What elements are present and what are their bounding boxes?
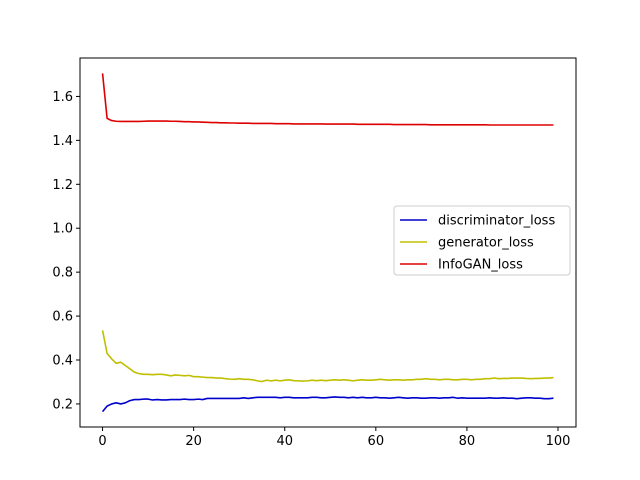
y-tick-label: 0.6 xyxy=(52,310,73,325)
x-tick-label: 40 xyxy=(276,434,293,449)
series-line-generator-loss xyxy=(101,330,554,383)
plot-frame xyxy=(79,57,577,428)
y-tick-label: 1.6 xyxy=(52,90,73,105)
x-tick-label: 100 xyxy=(546,434,571,449)
legend-label-discriminator-loss: discriminator_loss xyxy=(438,214,555,229)
x-tick-label: 0 xyxy=(98,434,106,449)
legend-label-generator-loss: generator_loss xyxy=(438,236,534,251)
y-axis: 0.2 0.4 0.6 0.8 1.0 1.2 1.4 1.6 xyxy=(52,90,80,412)
x-tick-label: 80 xyxy=(459,434,476,449)
legend: discriminator_loss generator_loss InfoGAN_… xyxy=(393,205,571,276)
x-axis: 0 20 40 60 80 100 xyxy=(98,427,570,449)
y-tick-label: 0.2 xyxy=(52,397,73,412)
x-tick-label: 60 xyxy=(368,434,385,449)
legend-box xyxy=(393,205,571,276)
series-layer xyxy=(101,73,554,413)
y-tick-label: 0.4 xyxy=(52,354,73,369)
x-tick-label: 20 xyxy=(185,434,202,449)
legend-label-InfoGAN-loss: InfoGAN_loss xyxy=(438,258,523,273)
y-tick-label: 1.2 xyxy=(52,178,73,193)
y-tick-label: 1.4 xyxy=(52,134,73,149)
y-tick-label: 0.8 xyxy=(52,266,73,281)
series-line-InfoGAN-loss xyxy=(101,73,554,126)
y-tick-label: 1.0 xyxy=(52,222,73,237)
series-line-discriminator-loss xyxy=(101,396,554,413)
